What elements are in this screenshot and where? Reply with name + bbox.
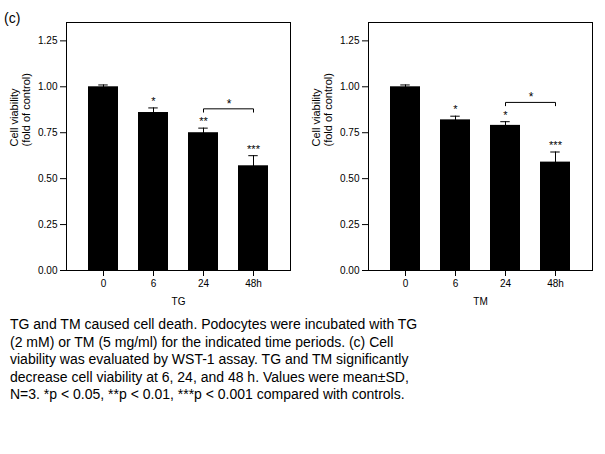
- svg-text:0.00: 0.00: [38, 265, 58, 276]
- svg-text:0.50: 0.50: [38, 173, 58, 184]
- html-text:viability was evaluated by WST: viability was evaluated by WST-1 assay. …: [10, 351, 409, 367]
- svg-text:24: 24: [198, 278, 210, 289]
- svg-text:Cell viability(fold of control: Cell viability(fold of control): [310, 73, 334, 146]
- svg-text:0.75: 0.75: [38, 127, 58, 138]
- svg-text:0.00: 0.00: [340, 265, 360, 276]
- svg-text:0: 0: [101, 278, 107, 289]
- svg-text:*: *: [151, 95, 156, 107]
- html-text:(c): (c): [4, 10, 21, 26]
- html-text:TG and TM caused cell death. P: TG and TM caused cell death. Podocytes w…: [10, 316, 418, 332]
- svg-text:0.75: 0.75: [340, 127, 360, 138]
- svg-text:***: ***: [549, 139, 563, 151]
- html-text:N=3. *p < 0.05, **p < 0.01, **: N=3. *p < 0.05, **p < 0.01, ***p < 0.001…: [10, 386, 405, 402]
- svg-text:*: *: [503, 109, 508, 121]
- html-text:(2 mM) or TM (5 mg/ml) for the: (2 mM) or TM (5 mg/ml) for the indicated…: [10, 333, 394, 350]
- svg-text:6: 6: [151, 278, 157, 289]
- svg-text:***: ***: [247, 143, 261, 155]
- svg-text:1.00: 1.00: [38, 81, 58, 92]
- svg-text:0.25: 0.25: [38, 219, 58, 230]
- svg-text:0.25: 0.25: [340, 219, 360, 230]
- svg-text:48h: 48h: [245, 278, 262, 289]
- svg-text:*: *: [453, 103, 458, 115]
- svg-text:1.00: 1.00: [340, 81, 360, 92]
- svg-text:1.25: 1.25: [38, 35, 58, 46]
- svg-text:Cell viability(fold of control: Cell viability(fold of control): [8, 73, 32, 146]
- svg-text:TG: TG: [172, 296, 186, 307]
- svg-text:0: 0: [403, 278, 409, 289]
- svg-text:**: **: [199, 115, 208, 127]
- svg-text:*: *: [529, 90, 534, 104]
- svg-text:48h: 48h: [547, 278, 564, 289]
- svg-text:24: 24: [500, 278, 512, 289]
- svg-text:1.25: 1.25: [340, 35, 360, 46]
- svg-text:6: 6: [453, 278, 459, 289]
- svg-text:*: *: [227, 97, 232, 111]
- html-text:decrease cell viability at 6,: decrease cell viability at 6, 24, and 48…: [10, 368, 409, 385]
- svg-text:TM: TM: [473, 296, 487, 307]
- svg-text:0.50: 0.50: [340, 173, 360, 184]
